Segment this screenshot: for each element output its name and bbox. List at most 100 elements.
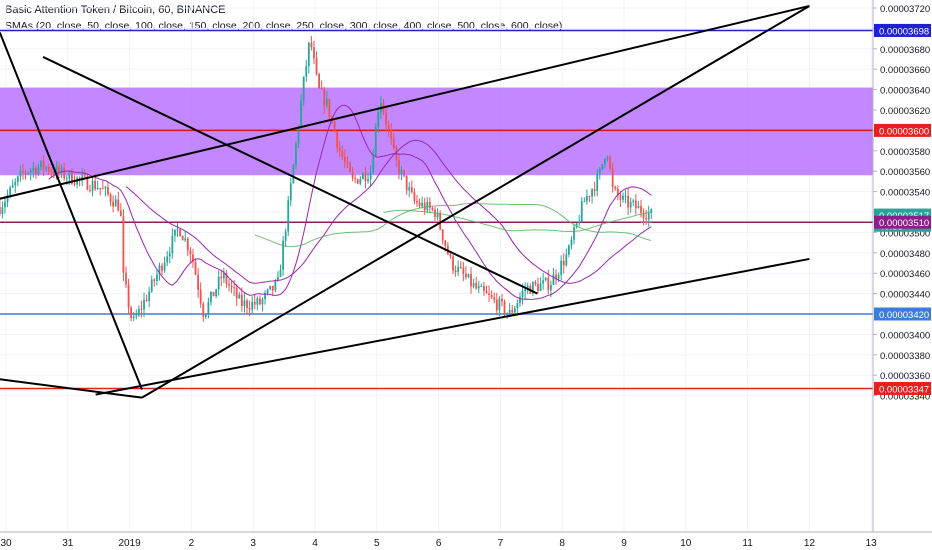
- candle: [351, 166, 354, 182]
- candle: [310, 36, 313, 51]
- candle: [485, 285, 488, 294]
- candle: [112, 195, 115, 213]
- candle: [637, 200, 640, 209]
- y-tick-label: 0.00003380: [880, 351, 930, 362]
- candle: [446, 242, 449, 255]
- candle: [287, 195, 290, 237]
- candle: [161, 263, 163, 275]
- candle: [434, 206, 436, 223]
- candle: [212, 291, 215, 297]
- candle: [616, 185, 619, 201]
- candle: [457, 260, 460, 277]
- candle: [580, 197, 583, 223]
- trend-line[interactable]: [95, 257, 810, 396]
- candle: [390, 123, 393, 145]
- candle: [207, 297, 210, 319]
- candle: [454, 265, 457, 277]
- candle: [251, 296, 254, 314]
- candle: [511, 304, 514, 316]
- candle: [413, 188, 416, 205]
- candle: [40, 160, 42, 171]
- candle: [333, 119, 336, 133]
- candle: [166, 251, 169, 266]
- candle: [228, 279, 230, 292]
- candle: [428, 197, 431, 214]
- candle: [269, 285, 272, 291]
- candle: [593, 181, 596, 197]
- price-tag: 0.00003698: [874, 23, 931, 37]
- trend-line[interactable]: [0, 378, 143, 399]
- candle: [503, 299, 506, 318]
- candle: [441, 229, 444, 245]
- candle: [387, 120, 390, 137]
- candle: [284, 228, 287, 247]
- trend-line[interactable]: [42, 56, 538, 295]
- candle: [483, 281, 485, 296]
- candle: [297, 125, 300, 149]
- candle: [114, 195, 117, 207]
- candles: [0, 36, 653, 322]
- candle: [253, 294, 256, 310]
- candle: [369, 165, 372, 186]
- price-tag-label: 0.00003347: [879, 384, 929, 395]
- candle: [96, 180, 99, 191]
- trend-line[interactable]: [141, 5, 810, 399]
- candle: [181, 235, 184, 241]
- candle: [498, 296, 501, 317]
- candle: [127, 278, 130, 315]
- candle: [238, 291, 241, 299]
- sma-line: [383, 209, 652, 232]
- candle: [583, 197, 586, 203]
- price-tag-label: 0.00003600: [879, 126, 929, 137]
- sma-line: [125, 139, 652, 284]
- candle: [171, 228, 174, 259]
- price-axis[interactable]: [873, 0, 932, 550]
- candle: [318, 72, 321, 90]
- y-tick-label: 0.00003540: [880, 188, 930, 199]
- candle: [204, 313, 207, 320]
- y-tick-label: 0.00003680: [880, 45, 930, 56]
- resistance-zone[interactable]: [0, 87, 873, 176]
- candle: [431, 206, 434, 212]
- trend-line[interactable]: [0, 4, 810, 200]
- candle: [292, 163, 295, 184]
- x-tick-label: 4: [312, 538, 318, 549]
- candle: [246, 298, 248, 315]
- candle: [614, 185, 617, 191]
- candle: [480, 283, 483, 288]
- candle: [508, 303, 511, 314]
- x-tick-label: 5: [374, 538, 380, 549]
- candle: [372, 148, 375, 175]
- candle: [477, 280, 480, 294]
- candle: [11, 179, 14, 188]
- candle: [320, 80, 323, 90]
- price-tag-label: 0.00003698: [879, 26, 929, 37]
- price-tag: 0.00003347: [874, 381, 931, 395]
- candle: [289, 177, 292, 207]
- candle: [609, 155, 611, 171]
- candle: [199, 282, 202, 308]
- candle: [493, 292, 496, 304]
- candle: [356, 178, 359, 185]
- candle: [328, 98, 331, 121]
- candle: [137, 305, 140, 317]
- candle: [647, 205, 650, 227]
- candle: [179, 228, 181, 237]
- y-tick-label: 0.00003460: [880, 269, 930, 280]
- price-tag: 0.00003600: [874, 123, 931, 137]
- candle: [501, 294, 503, 307]
- candle: [14, 178, 17, 193]
- y-tick-label: 0.00003620: [880, 106, 930, 117]
- candle: [153, 278, 156, 287]
- candle: [354, 174, 357, 184]
- trend-line[interactable]: [0, 32, 143, 390]
- candle: [258, 295, 261, 306]
- x-tick-label: 10: [680, 538, 692, 549]
- candle: [519, 292, 521, 307]
- candle: [400, 166, 403, 181]
- candle: [143, 292, 145, 318]
- candle: [516, 299, 519, 314]
- candle: [189, 246, 192, 263]
- x-axis-labels[interactable]: 30 31 2019 2 3 4 5 6 7 8 9 10 11 12 13: [0, 538, 877, 549]
